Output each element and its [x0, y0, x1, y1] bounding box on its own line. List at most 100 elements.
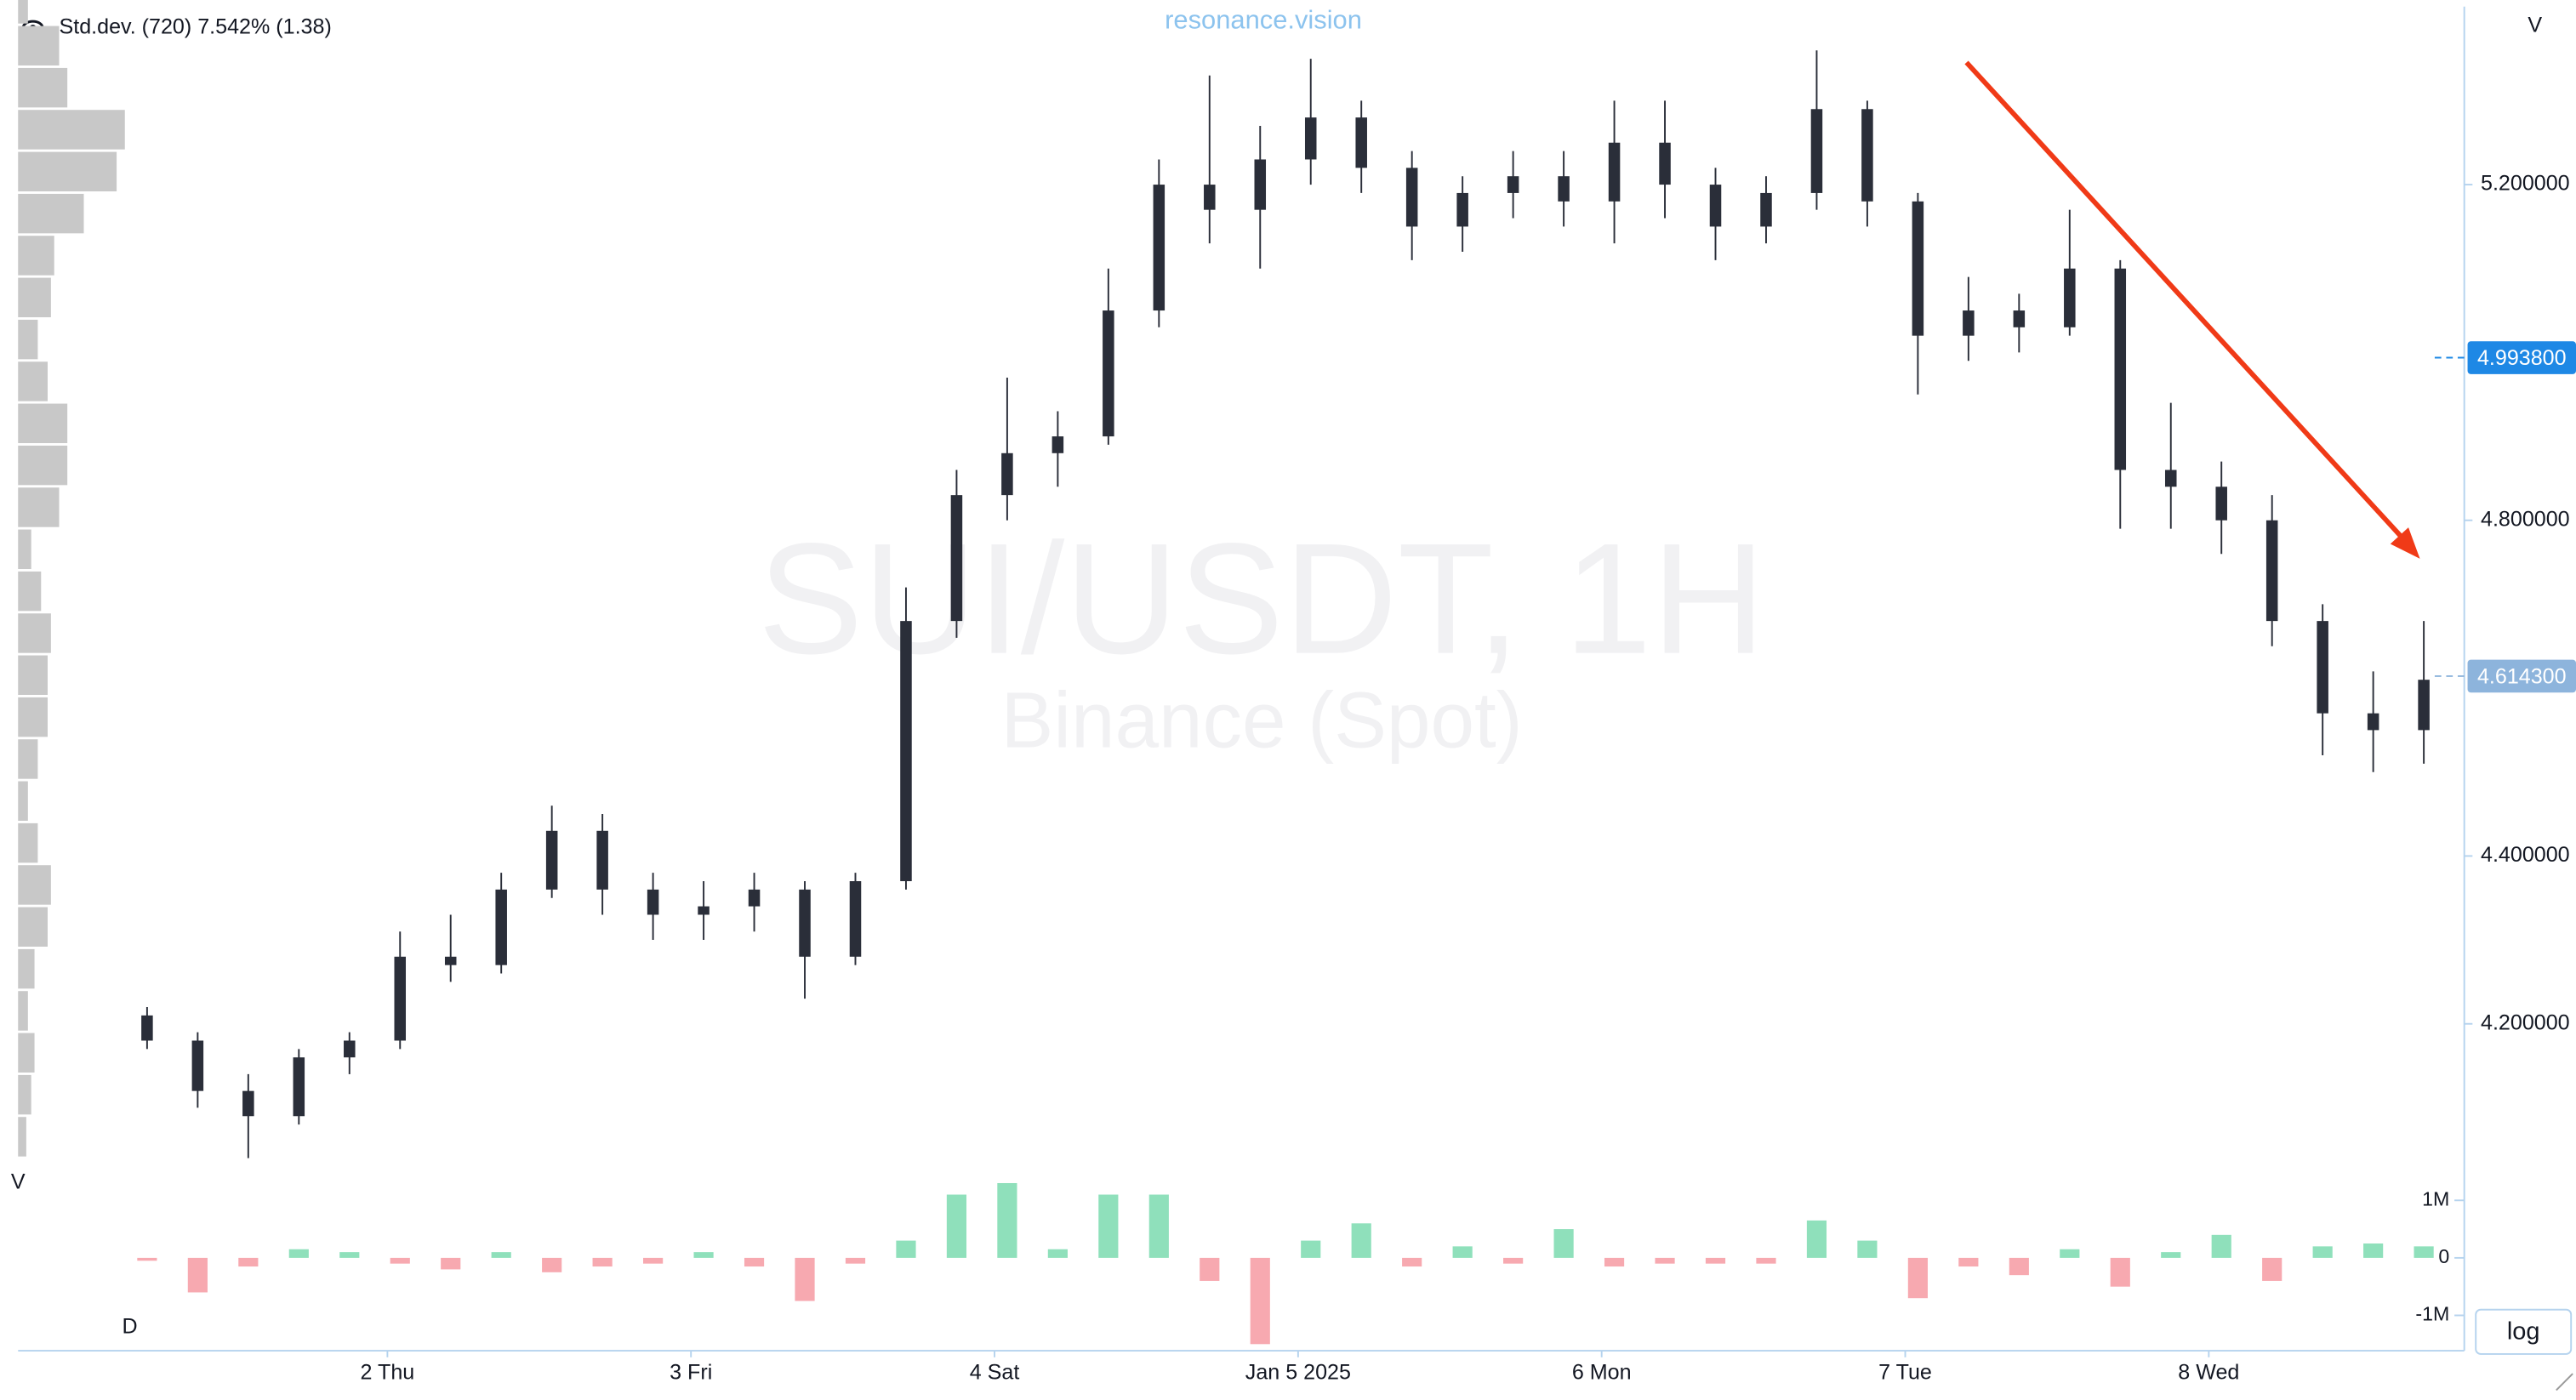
volume-bar — [946, 1194, 967, 1258]
volume-bar — [592, 1257, 613, 1267]
candle-body — [1608, 142, 1621, 202]
candle-body — [1709, 185, 1722, 227]
watermark-title: SUI/USDT, 1H — [758, 511, 1766, 687]
volume-bar — [1047, 1249, 1068, 1258]
volume-bar — [1806, 1220, 1827, 1258]
profile-bar — [18, 907, 48, 947]
y-tick-label: 4.400000 — [2481, 843, 2570, 867]
volume-bar — [1250, 1257, 1270, 1345]
candle-body — [394, 956, 407, 1041]
volume-bar — [390, 1257, 410, 1264]
candle-body — [2317, 621, 2328, 714]
volume-bar — [1452, 1246, 1473, 1258]
watermark-subtitle: Binance (Spot) — [1001, 675, 1523, 764]
volume-bar — [1907, 1257, 1928, 1299]
volume-tick-label: 1M — [2422, 1187, 2449, 1209]
candle-body — [1963, 310, 1975, 336]
volume-bar — [2414, 1246, 2434, 1258]
volume-axis-label: V — [2528, 14, 2542, 37]
x-tick-label: 2 Thu — [361, 1361, 415, 1385]
volume-bar — [238, 1257, 259, 1267]
volume-bar — [2363, 1243, 2384, 1258]
log-button-label[interactable]: log — [2507, 1317, 2540, 1345]
profile-bar — [18, 822, 38, 863]
volume-bar — [1200, 1257, 1220, 1281]
y-tick-label: 4.800000 — [2481, 507, 2570, 531]
volume-tick-label: 0 — [2438, 1245, 2449, 1267]
x-tick-label: 7 Tue — [1878, 1361, 1932, 1385]
candle-body — [191, 1040, 204, 1091]
candle-body — [1001, 452, 1013, 496]
price-marker — [2467, 659, 2576, 693]
profile-bar — [18, 110, 125, 150]
volume-bar — [2262, 1257, 2282, 1281]
volume-bar — [2009, 1257, 2029, 1276]
candle-body — [2164, 470, 2177, 487]
profile-bar — [18, 1117, 26, 1157]
volume-bar — [491, 1252, 511, 1258]
candle-body — [1558, 176, 1570, 202]
x-tick-label: 4 Sat — [970, 1361, 1020, 1385]
candle-body — [1103, 310, 1114, 437]
profile-bar — [18, 865, 51, 905]
profile-bar — [18, 361, 48, 401]
candle-body — [900, 621, 912, 881]
profile-bar — [18, 26, 60, 66]
profile-bar — [18, 781, 28, 821]
profile-bar — [18, 319, 38, 360]
candle-body — [1760, 192, 1772, 227]
candle-body — [2215, 487, 2227, 521]
candle-body — [1507, 176, 1519, 193]
candle-body — [748, 889, 761, 907]
profile-bar — [18, 697, 48, 737]
candle-body — [1153, 185, 1165, 311]
candle-body — [849, 880, 862, 957]
candle-body — [444, 956, 457, 965]
profile-label: V — [11, 1170, 26, 1194]
profile-bar — [18, 403, 68, 443]
log-button[interactable]: log — [2475, 1308, 2573, 1355]
volume-bar — [1351, 1223, 1371, 1258]
x-tick-label: 3 Fri — [670, 1361, 712, 1385]
candle-body — [698, 906, 710, 915]
volume-bar — [187, 1257, 208, 1293]
indicator-label: Std.dev. (720) 7.542% (1.38) — [60, 14, 332, 38]
volume-bar — [1655, 1257, 1675, 1264]
y-tick-label: 5.200000 — [2481, 172, 2570, 196]
candle-body — [1810, 109, 1823, 193]
profile-bar — [18, 991, 28, 1031]
volume-bar — [339, 1252, 360, 1258]
candle-body — [1659, 142, 1671, 185]
candle-body — [141, 1015, 153, 1041]
volume-bar — [441, 1257, 461, 1270]
price-marker — [2467, 341, 2576, 374]
volume-bar — [2211, 1234, 2231, 1258]
candle-body — [1456, 192, 1468, 227]
profile-bar — [18, 1074, 31, 1115]
candle-body — [1861, 109, 1873, 202]
volume-bar — [288, 1249, 309, 1258]
candle-body — [1405, 168, 1418, 227]
trend-arrow — [1964, 60, 2420, 559]
profile-bar — [18, 613, 51, 653]
volume-bar — [2312, 1246, 2333, 1258]
profile-bar — [18, 236, 54, 276]
volume-bar — [1756, 1257, 1776, 1264]
volume-bar — [1604, 1257, 1625, 1267]
candle-body — [1051, 436, 1064, 453]
volume-bar — [1857, 1240, 1878, 1258]
source-label: resonance.vision — [1165, 4, 1362, 34]
volume-bar — [2161, 1252, 2181, 1258]
x-tick-label: Jan 5 2025 — [1245, 1361, 1351, 1385]
volume-bar — [1958, 1257, 1979, 1267]
x-tick-label: 8 Wed — [2178, 1361, 2239, 1385]
candle-body — [2265, 520, 2278, 622]
profile-bar — [18, 277, 51, 317]
candle-body — [2418, 680, 2430, 731]
profile-bar — [18, 445, 68, 486]
candle-body — [596, 830, 608, 890]
candle-body — [2367, 713, 2379, 731]
candle-body — [647, 889, 659, 915]
